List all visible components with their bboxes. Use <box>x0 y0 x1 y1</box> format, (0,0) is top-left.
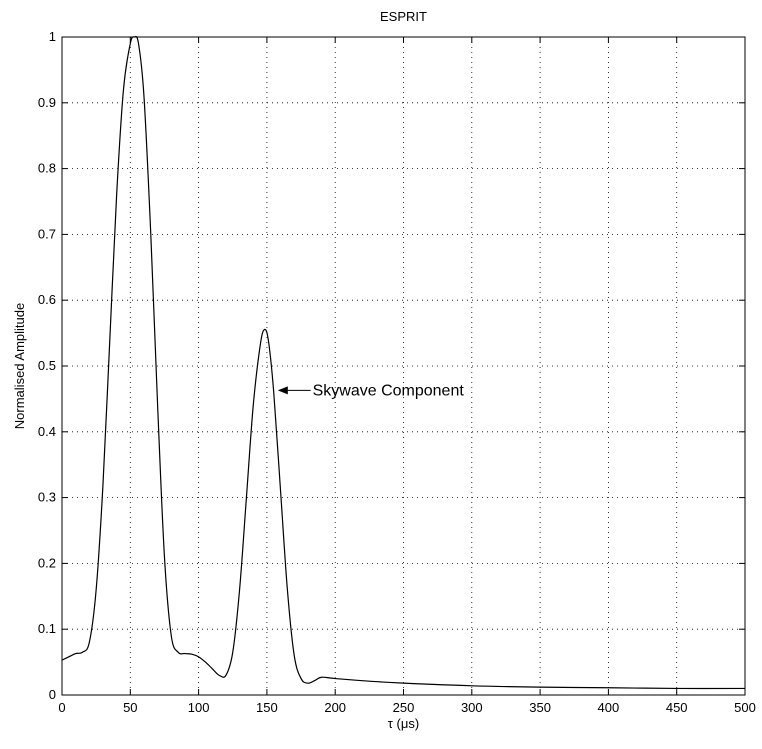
y-tick-label: 0.6 <box>38 292 56 307</box>
x-tick-label: 0 <box>58 700 65 715</box>
y-tick-label: 0 <box>49 687 56 702</box>
annotation-group: Skywave Component <box>277 382 465 399</box>
annotation-arrow-head <box>277 386 288 395</box>
series-line <box>61 35 746 690</box>
y-tick-label: 0.9 <box>38 95 56 110</box>
x-tick-label: 450 <box>666 700 688 715</box>
y-tick-label: 0.3 <box>38 490 56 505</box>
y-tick-label: 0.7 <box>38 226 56 241</box>
annotation-label: Skywave Component <box>313 382 465 399</box>
x-tick-label: 300 <box>461 700 483 715</box>
x-tick-label: 500 <box>734 700 756 715</box>
x-tick-label: 400 <box>598 700 620 715</box>
x-tick-label: 150 <box>256 700 278 715</box>
y-tick-label: 0.1 <box>38 621 56 636</box>
x-axis-label: τ (μs) <box>388 716 419 731</box>
x-tick-label: 250 <box>393 700 415 715</box>
y-tick-label: 0.2 <box>38 555 56 570</box>
y-tick-label: 0.8 <box>38 161 56 176</box>
axis-tick-labels: 0 50 100 150 200 250 300 350 400 450 500 0 0.1 0.2 0.3… <box>38 29 756 715</box>
y-tick-label: 1 <box>49 29 56 44</box>
chart-title: ESPRIT <box>380 9 427 24</box>
y-tick-label: 0.5 <box>38 358 56 373</box>
x-tick-label: 100 <box>188 700 210 715</box>
y-tick-label: 0.4 <box>38 424 56 439</box>
x-tick-label: 200 <box>324 700 346 715</box>
x-tick-label: 350 <box>529 700 551 715</box>
x-tick-label: 50 <box>123 700 137 715</box>
y-axis-label: Normalised Amplitude <box>12 303 27 429</box>
